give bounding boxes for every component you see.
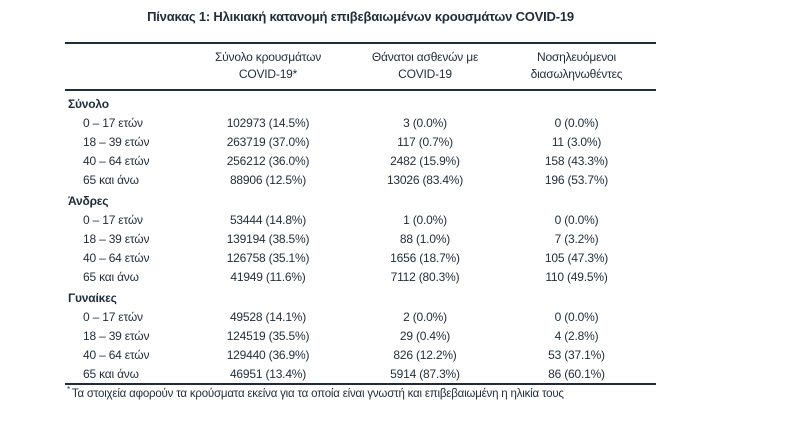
table-row: 40 – 64 ετών 129440 (36.9%) 826 (12.2%) … bbox=[65, 345, 656, 364]
cases-value: 102973 (14.5%) bbox=[226, 115, 310, 130]
age-group-label: 65 και άνω bbox=[83, 366, 139, 381]
table-footnote: * Τα στοιχεία αφορούν τα κρούσματα εκείνα… bbox=[67, 385, 667, 400]
intubated-value: 0 (0.0%) bbox=[554, 309, 599, 324]
table-row: 0 – 17 ετών 49528 (14.1%) 2 (0.0%) 0 (0.… bbox=[65, 307, 656, 326]
table-row: 65 και άνω 88906 (12.5%) 13026 (83.4%) 1… bbox=[65, 170, 656, 189]
deaths-value: 7112 (80.3%) bbox=[390, 269, 460, 284]
intubated-value: 158 (43.3%) bbox=[544, 153, 609, 168]
cases-value: 256212 (36.0%) bbox=[226, 153, 310, 168]
table-row: 0 – 17 ετών 102973 (14.5%) 3 (0.0%) 0 (0… bbox=[65, 113, 656, 132]
table-row: 18 – 39 ετών 124519 (35.5%) 29 (0.4%) 4 … bbox=[65, 326, 656, 345]
cases-value: 124519 (35.5%) bbox=[226, 328, 310, 343]
column-header-total-cases: Σύνολο κρουσμάτων COVID-19* bbox=[183, 49, 353, 83]
table-row: 0 – 17 ετών 53444 (14.8%) 1 (0.0%) 0 (0.… bbox=[65, 210, 656, 229]
age-group-label: 65 και άνω bbox=[83, 172, 139, 187]
table-row: 65 και άνω 41949 (11.6%) 7112 (80.3%) 11… bbox=[65, 267, 656, 286]
deaths-value: 29 (0.4%) bbox=[399, 328, 451, 343]
deaths-value: 2 (0.0%) bbox=[403, 309, 447, 324]
age-group-label: 65 και άνω bbox=[83, 269, 139, 284]
section-label: Γυναίκες bbox=[68, 290, 117, 305]
deaths-value: 13026 (83.4%) bbox=[386, 172, 464, 187]
intubated-value: 53 (37.1%) bbox=[548, 347, 605, 362]
table-row: 40 – 64 ετών 126758 (35.1%) 1656 (18.7%)… bbox=[65, 248, 656, 267]
intubated-value: 7 (3.2%) bbox=[554, 231, 599, 246]
column-header-intubated-line2: διασωληνωθέντες bbox=[530, 67, 623, 81]
cases-value: 139194 (38.5%) bbox=[226, 231, 310, 246]
table-row: 65 και άνω 46951 (13.4%) 5914 (87.3%) 86… bbox=[65, 364, 656, 383]
column-header-deaths-line1: Θάνατοι ασθενών με bbox=[371, 50, 479, 64]
footnote-text: Τα στοιχεία αφορούν τα κρούσματα εκείνα … bbox=[71, 387, 564, 400]
column-header-total-cases-line1: Σύνολο κρουσμάτων bbox=[214, 50, 322, 64]
deaths-value: 2482 (15.9%) bbox=[390, 153, 460, 168]
age-group-label: 40 – 64 ετών bbox=[83, 347, 150, 362]
column-header-total-cases-line2: COVID-19* bbox=[238, 67, 298, 81]
cases-value: 126758 (35.1%) bbox=[226, 250, 310, 265]
age-group-label: 18 – 39 ετών bbox=[83, 134, 150, 149]
age-group-label: 0 – 17 ετών bbox=[83, 309, 143, 324]
section-header-row-men: Άνδρες bbox=[65, 189, 656, 210]
deaths-value: 1656 (18.7%) bbox=[390, 250, 460, 265]
footnote-asterisk: * bbox=[67, 385, 70, 394]
table-title: Πίνακας 1: Ηλικιακή κατανομή επιβεβαιωμέ… bbox=[147, 9, 574, 24]
age-group-label: 18 – 39 ετών bbox=[83, 231, 150, 246]
intubated-value: 105 (47.3%) bbox=[544, 250, 609, 265]
deaths-value: 5914 (87.3%) bbox=[390, 366, 460, 381]
table-header-row: Σύνολο κρουσμάτων COVID-19* Θάνατοι ασθε… bbox=[65, 42, 656, 91]
table-body: Σύνολο 0 – 17 ετών 102973 (14.5%) 3 (0.0… bbox=[65, 91, 656, 385]
intubated-value: 0 (0.0%) bbox=[554, 115, 599, 130]
intubated-value: 4 (2.8%) bbox=[554, 328, 599, 343]
section-label: Άνδρες bbox=[68, 193, 109, 208]
age-group-label: 18 – 39 ετών bbox=[83, 328, 150, 343]
table-row: 40 – 64 ετών 256212 (36.0%) 2482 (15.9%)… bbox=[65, 151, 656, 170]
table-row: 18 – 39 ετών 139194 (38.5%) 88 (1.0%) 7 … bbox=[65, 229, 656, 248]
section-header-row-women: Γυναίκες bbox=[65, 286, 656, 307]
cases-value: 263719 (37.0%) bbox=[226, 134, 310, 149]
deaths-value: 117 (0.7%) bbox=[397, 134, 453, 149]
section-label: Σύνολο bbox=[68, 96, 109, 111]
age-group-label: 40 – 64 ετών bbox=[83, 250, 150, 265]
cases-value: 41949 (11.6%) bbox=[230, 269, 306, 284]
cases-value: 49528 (14.1%) bbox=[229, 309, 307, 324]
column-header-intubated: Νοσηλευόμενοι διασωληνωθέντες bbox=[497, 49, 656, 83]
column-header-deaths: Θάνατοι ασθενών με COVID-19 bbox=[353, 49, 497, 83]
intubated-value: 196 (53.7%) bbox=[544, 172, 609, 187]
intubated-value: 86 (60.1%) bbox=[548, 366, 605, 381]
section-header-row-total: Σύνολο bbox=[65, 92, 656, 113]
table-row: 18 – 39 ετών 263719 (37.0%) 117 (0.7%) 1… bbox=[65, 132, 656, 151]
deaths-value: 1 (0.0%) bbox=[403, 212, 447, 227]
intubated-value: 0 (0.0%) bbox=[554, 212, 599, 227]
age-group-label: 0 – 17 ετών bbox=[83, 212, 143, 227]
cases-value: 46951 (13.4%) bbox=[229, 366, 307, 381]
deaths-value: 826 (12.2%) bbox=[393, 347, 457, 362]
intubated-value: 11 (3.0%) bbox=[551, 134, 602, 149]
age-group-label: 0 – 17 ετών bbox=[83, 115, 143, 130]
intubated-value: 110 (49.5%) bbox=[545, 269, 608, 284]
deaths-value: 3 (0.0%) bbox=[403, 115, 447, 130]
age-group-label: 40 – 64 ετών bbox=[83, 153, 150, 168]
covid-age-distribution-table: Σύνολο κρουσμάτων COVID-19* Θάνατοι ασθε… bbox=[65, 42, 656, 385]
cases-value: 88906 (12.5%) bbox=[229, 172, 307, 187]
column-header-intubated-line1: Νοσηλευόμενοι bbox=[536, 50, 616, 64]
deaths-value: 88 (1.0%) bbox=[399, 231, 451, 246]
header-empty-cell bbox=[65, 49, 183, 83]
cases-value: 53444 (14.8%) bbox=[229, 212, 307, 227]
cases-value: 129440 (36.9%) bbox=[226, 347, 310, 362]
column-header-deaths-line2: COVID-19 bbox=[398, 67, 452, 81]
